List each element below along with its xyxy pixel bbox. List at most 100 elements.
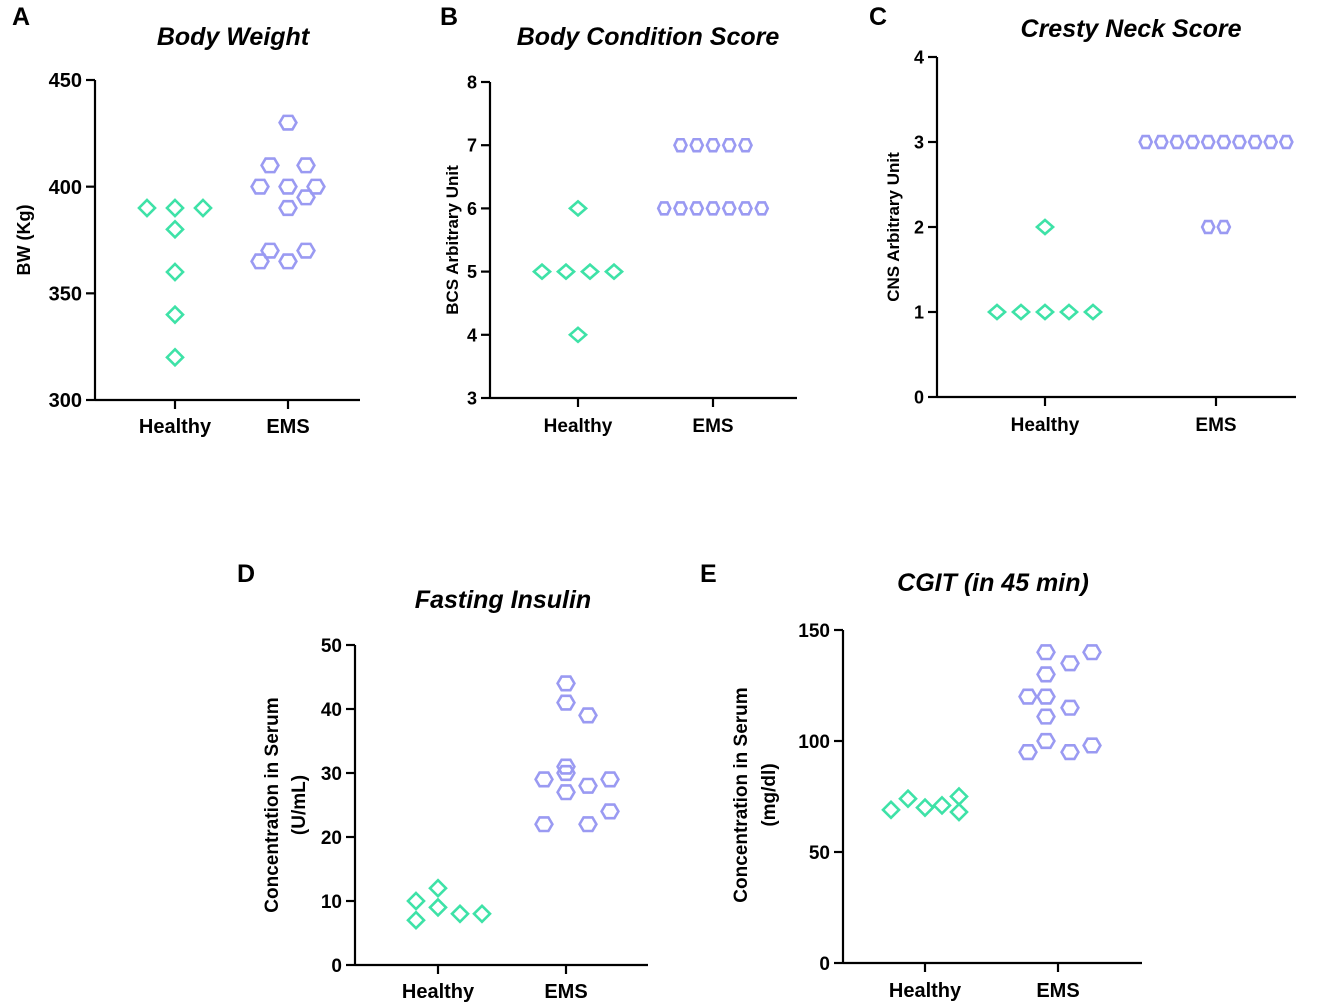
healthy-data-point — [1082, 303, 1104, 321]
ems-data-point — [306, 178, 326, 195]
ems-data-point — [1153, 134, 1169, 150]
y-tick-label: 3 — [914, 132, 924, 152]
ems-data-point — [296, 242, 316, 259]
y-tick-label: 2 — [914, 217, 924, 237]
healthy-data-point — [165, 198, 185, 218]
healthy-data-point — [915, 797, 935, 818]
y-tick-label: 6 — [467, 199, 477, 219]
ems-data-point — [689, 137, 705, 153]
ems-data-point — [1036, 666, 1056, 683]
ems-data-point — [673, 137, 688, 153]
ems-data-point — [1138, 134, 1154, 150]
healthy-data-point — [193, 198, 213, 218]
ems-data-point — [1263, 134, 1279, 150]
x-tick-label: EMS — [1036, 980, 1079, 1002]
ems-data-point — [721, 201, 737, 216]
x-tick-label: Healthy — [1011, 415, 1080, 436]
healthy-data-point — [1034, 303, 1056, 321]
ems-data-point — [689, 201, 705, 216]
y-tick-label: 0 — [331, 956, 342, 977]
y-tick-label: 400 — [49, 177, 82, 199]
panel-letter: A — [12, 3, 30, 31]
y-tick-label: 100 — [798, 732, 830, 753]
ems-data-point — [1278, 134, 1294, 150]
chart-title: Body Condition Score — [517, 23, 780, 51]
ems-data-point — [721, 137, 737, 153]
ems-data-point — [260, 242, 280, 259]
y-tick-label: 150 — [798, 621, 830, 642]
y-tick-label: 1 — [914, 302, 924, 322]
y-tick-label: 30 — [321, 764, 342, 785]
y-tick-label: 20 — [321, 828, 342, 849]
ems-data-point — [260, 157, 280, 174]
healthy-data-point — [567, 199, 589, 218]
y-axis-label: Concentration in Serum — [262, 697, 283, 912]
ems-data-point — [1036, 688, 1056, 705]
healthy-data-point — [949, 802, 969, 822]
healthy-data-point — [472, 903, 492, 924]
x-tick-label: EMS — [692, 416, 733, 437]
healthy-data-point — [603, 262, 625, 281]
healthy-data-point — [579, 262, 601, 281]
healthy-data-point — [1034, 218, 1056, 236]
x-tick-label: Healthy — [889, 980, 962, 1002]
ems-data-point — [1200, 134, 1216, 150]
ems-data-point — [1082, 737, 1102, 754]
y-tick-label: 300 — [49, 390, 82, 412]
ems-data-point — [534, 771, 554, 788]
y-tick-label: 3 — [467, 388, 477, 408]
healthy-data-point — [898, 788, 918, 809]
ems-data-point — [534, 816, 554, 833]
ems-data-point — [578, 707, 598, 724]
ems-data-point — [1018, 743, 1038, 761]
healthy-data-point — [1058, 303, 1080, 321]
ems-data-point — [1247, 134, 1263, 150]
y-tick-label: 4 — [467, 325, 477, 345]
ems-data-point — [1169, 134, 1185, 150]
x-tick-label: EMS — [544, 981, 587, 1003]
healthy-data-point — [1010, 303, 1032, 321]
ems-data-point — [1036, 732, 1056, 750]
ems-data-point — [1060, 699, 1080, 716]
x-tick-label: EMS — [1195, 415, 1236, 436]
y-tick-label: 450 — [49, 70, 82, 92]
ems-data-point — [250, 178, 270, 195]
healthy-data-point — [406, 910, 426, 931]
healthy-data-point — [165, 347, 185, 368]
ems-data-point — [1185, 134, 1201, 150]
ems-data-point — [705, 137, 721, 153]
ems-data-point — [578, 816, 598, 833]
y-axis-label: CNS Arbitrary Unit — [884, 152, 903, 302]
ems-data-point — [600, 803, 620, 820]
ems-data-point — [556, 784, 576, 801]
x-tick-label: Healthy — [139, 416, 212, 438]
ems-data-point — [1060, 655, 1080, 672]
y-tick-label: 10 — [321, 892, 342, 913]
ems-data-point — [1200, 219, 1216, 235]
y-axis-label: Concentration in Serum — [731, 687, 752, 902]
chart-title: CGIT (in 45 min) — [897, 569, 1089, 597]
ems-data-point — [1036, 644, 1056, 661]
ems-data-point — [738, 137, 753, 153]
y-tick-label: 0 — [914, 387, 924, 407]
panel-letter: D — [237, 560, 255, 588]
y-tick-label: 50 — [809, 843, 830, 864]
healthy-data-point — [567, 326, 589, 344]
ems-data-point — [278, 178, 298, 195]
ems-data-point — [600, 771, 620, 788]
x-tick-label: Healthy — [402, 981, 475, 1003]
ems-data-point — [296, 157, 316, 174]
healthy-data-point — [932, 795, 952, 816]
healthy-data-point — [428, 878, 448, 899]
y-axis-label: (U/mL) — [289, 775, 310, 835]
ems-data-point — [250, 253, 270, 270]
healthy-data-point — [450, 903, 470, 924]
healthy-data-point — [986, 303, 1008, 321]
ems-data-point — [296, 189, 316, 206]
ems-data-point — [1060, 743, 1080, 761]
panel-letter: B — [440, 3, 458, 31]
chart-title: Cresty Neck Score — [1021, 15, 1242, 43]
y-axis-label: BCS Arbitrary Unit — [443, 165, 462, 315]
ems-data-point — [278, 114, 298, 131]
y-tick-label: 40 — [321, 700, 342, 721]
